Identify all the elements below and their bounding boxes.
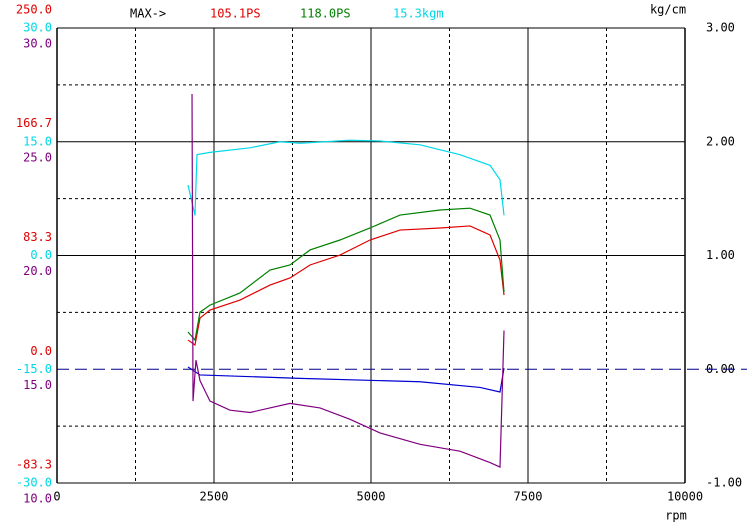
y-tick-label: 15.0 [23, 378, 52, 392]
y-tick-label: 166.7 [16, 116, 52, 130]
x-tick-label: 0 [53, 490, 60, 504]
y-tick-label: 15.0 [23, 134, 52, 148]
y2-tick-label: 0.00 [706, 362, 735, 376]
y-tick-label: 250.0 [16, 3, 52, 17]
y-tick-label: 20.0 [23, 264, 52, 278]
y-tick-label: 30.0 [23, 37, 52, 51]
y-tick-label: -83.3 [16, 458, 52, 472]
annotation: 15.3kgm [393, 7, 444, 21]
x-tick-label: 7500 [514, 490, 543, 504]
y-tick-label: 30.0 [23, 21, 52, 35]
x-axis-label: rpm [665, 509, 687, 523]
series-line [187, 207, 505, 342]
y-tick-label: -15.0 [16, 362, 52, 376]
y-tick-label: 0.0 [30, 344, 52, 358]
y-tick-label: 25.0 [23, 150, 52, 164]
annotation: 118.0PS [300, 7, 351, 21]
series-line [187, 366, 505, 393]
y2-tick-label: 2.00 [706, 134, 735, 148]
y2-tick-label: 3.00 [706, 21, 735, 35]
series-line [191, 93, 505, 468]
y2-tick-label: 1.00 [706, 248, 735, 262]
annotation: MAX-> [130, 7, 166, 21]
x-tick-label: 5000 [357, 490, 386, 504]
y-tick-label: 10.0 [23, 492, 52, 506]
y2-axis-label: kg/cm [650, 3, 686, 17]
y-tick-label: 0.0 [30, 248, 52, 262]
series-line [187, 225, 505, 347]
y-tick-label: 83.3 [23, 230, 52, 244]
y2-tick-label: -1.00 [706, 476, 742, 490]
x-tick-label: 2500 [200, 490, 229, 504]
x-tick-label: 10000 [667, 490, 703, 504]
series-line [187, 139, 505, 216]
annotation: 105.1PS [210, 7, 261, 21]
y-tick-label: -30.0 [16, 476, 52, 490]
